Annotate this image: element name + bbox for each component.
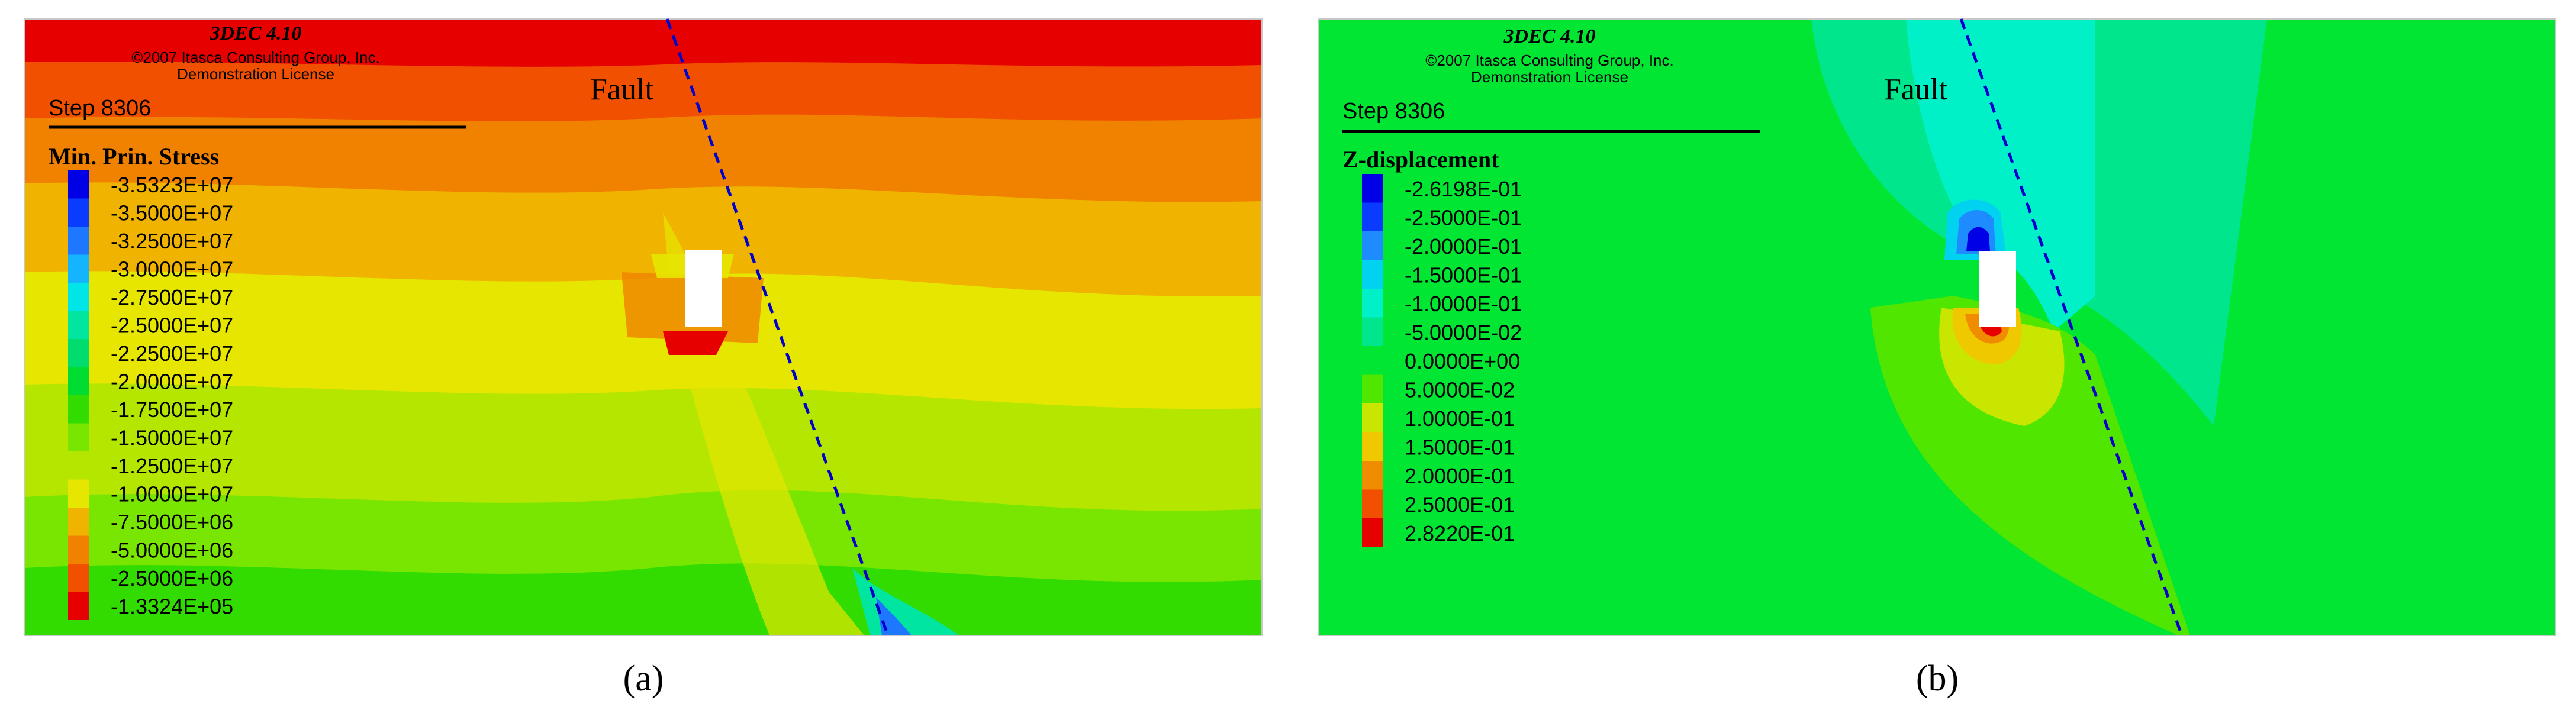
fault-line: [665, 18, 890, 636]
legend-swatch: [1362, 461, 1383, 490]
license-text: Demonstration License: [1471, 68, 1628, 86]
legend-swatch: [68, 170, 89, 199]
legend-label: -2.2500E+07: [111, 341, 233, 366]
legend-label: -2.5000E+06: [111, 566, 233, 590]
legend-label: -3.0000E+07: [111, 257, 233, 282]
legend-swatch: [1362, 231, 1383, 260]
legend-label: -7.5000E+06: [111, 510, 233, 534]
legend-swatch: [68, 508, 89, 536]
legend-swatch: [68, 198, 89, 227]
legend-swatch: [1362, 260, 1383, 289]
legend-label: -1.3324E+05: [111, 595, 233, 619]
step-label: Step 8306: [49, 96, 151, 121]
legend-swatch: [68, 283, 89, 311]
stress-legend: -3.5323E+07 -3.5000E+07 -3.2500E+07 -3.0000…: [68, 170, 233, 620]
legend-swatch: [1362, 489, 1383, 518]
excavation-opening: [1979, 251, 2016, 327]
legend-label: 1.5000E-01: [1405, 435, 1515, 459]
caption-b: (b): [1916, 658, 1959, 699]
legend-label: -2.7500E+07: [111, 285, 233, 309]
legend-label: 5.0000E-02: [1405, 377, 1515, 402]
legend-label: -1.2500E+07: [111, 454, 233, 478]
legend-label: -3.2500E+07: [111, 229, 233, 253]
legend-label: -1.7500E+07: [111, 398, 233, 422]
legend-swatch: [1362, 317, 1383, 346]
fault-label: Fault: [590, 73, 653, 106]
legend-swatch: [1362, 374, 1383, 403]
legend-swatch: [68, 311, 89, 339]
legend-swatch: [68, 423, 89, 451]
legend-title: Min. Prin. Stress: [49, 143, 219, 170]
panel-a: 3DEC 4.10 ©2007 Itasca Consulting Group,…: [24, 18, 1263, 699]
legend-swatch: [1362, 289, 1383, 318]
software-title: 3DEC 4.10: [1503, 25, 1596, 47]
legend-swatch: [68, 254, 89, 283]
legend-swatch: [68, 395, 89, 424]
legend-swatch: [68, 592, 89, 620]
legend-swatch: [1362, 202, 1383, 231]
legend-label: 2.0000E-01: [1405, 464, 1515, 488]
legend-label: -5.0000E+06: [111, 538, 233, 563]
excavation-opening: [685, 250, 722, 327]
caption-a: (a): [623, 658, 664, 699]
legend-label: -1.0000E-01: [1405, 292, 1522, 316]
legend-swatch: [1362, 518, 1383, 547]
legend-swatch: [1362, 174, 1383, 203]
software-title: 3DEC 4.10: [210, 22, 302, 44]
displacement-legend: -2.6198E-01 -2.5000E-01 -2.0000E-01 -1.5000…: [1362, 174, 1522, 547]
legend-swatch: [68, 564, 89, 592]
legend-swatch: [68, 451, 89, 480]
legend-label: 0.0000E+00: [1405, 349, 1520, 373]
displacement-contour-map: [1319, 19, 2556, 635]
copyright-text: ©2007 Itasca Consulting Group, Inc.: [1425, 51, 1674, 69]
legend-title: Z-displacement: [1342, 146, 1499, 173]
legend-label: -1.5000E+07: [111, 426, 233, 450]
legend-label: -3.5000E+07: [111, 201, 233, 225]
legend-label: -2.5000E-01: [1405, 205, 1522, 230]
legend-label: 2.5000E-01: [1405, 492, 1515, 516]
panel-b: 3DEC 4.10 ©2007 Itasca Consulting Group,…: [1318, 18, 2556, 699]
legend-swatch: [68, 535, 89, 564]
legend-label: -2.5000E+07: [111, 314, 233, 338]
legend-label: -2.0000E+07: [111, 370, 233, 394]
legend-label: -1.5000E-01: [1405, 263, 1522, 287]
legend-swatch: [1362, 346, 1383, 375]
fault-line: [1959, 18, 2184, 636]
stress-contour-map: [25, 19, 1262, 635]
legend-label: -2.6198E-01: [1405, 177, 1522, 201]
legend-swatch: [68, 479, 89, 508]
legend-label: 1.0000E-01: [1405, 406, 1515, 431]
legend-label: -1.0000E+07: [111, 482, 233, 506]
step-label: Step 8306: [1342, 99, 1445, 124]
legend-swatch: [1362, 432, 1383, 461]
legend-label: 2.8220E-01: [1405, 521, 1515, 545]
legend-label: -5.0000E-02: [1405, 320, 1522, 344]
legend-swatch: [68, 339, 89, 367]
legend-swatch: [68, 367, 89, 395]
legend-label: -3.5323E+07: [111, 173, 233, 197]
fault-label: Fault: [1884, 73, 1947, 106]
legend-label: -2.0000E-01: [1405, 234, 1522, 259]
copyright-text: ©2007 Itasca Consulting Group, Inc.: [131, 49, 380, 66]
license-text: Demonstration License: [177, 65, 334, 83]
legend-swatch: [1362, 403, 1383, 432]
legend-swatch: [68, 227, 89, 255]
